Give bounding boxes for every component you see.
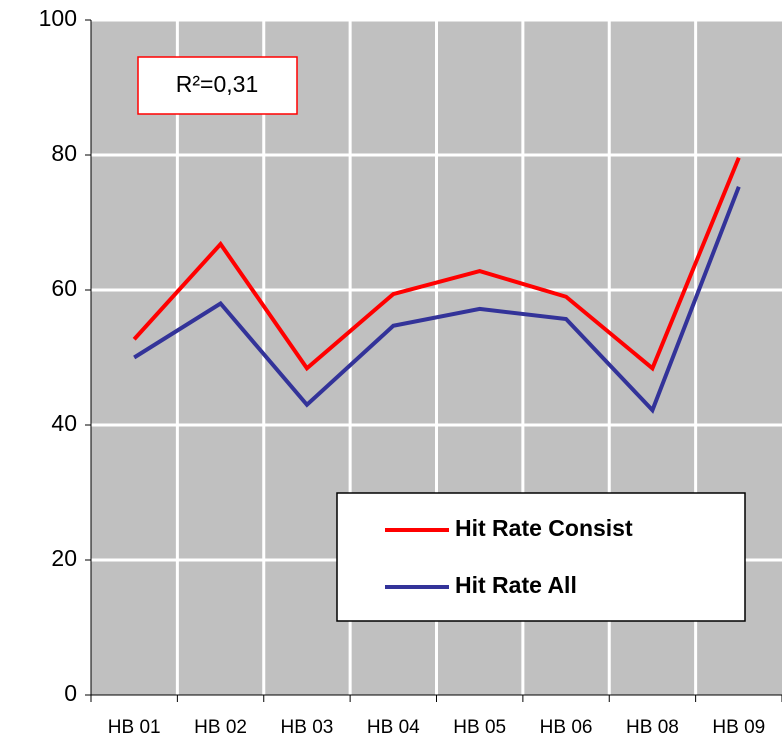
x-tick-label: HB 02 (194, 717, 247, 738)
x-tick-label: HB 05 (453, 717, 506, 738)
legend-label: Hit Rate All (455, 572, 577, 598)
y-tick-label: 80 (51, 140, 77, 166)
y-tick-label: 60 (51, 275, 77, 301)
x-tick-label: HB 01 (108, 717, 161, 738)
line-series (133, 186, 741, 414)
x-tick-label: HB 04 (367, 717, 420, 738)
line-series (132, 156, 741, 372)
x-tick-label: HB 03 (281, 717, 334, 738)
annotation-box (137, 56, 298, 115)
annotation: R²=0,31 (176, 71, 258, 97)
y-tick-label: 40 (51, 410, 77, 436)
legend-box (336, 492, 746, 622)
x-tick-label: HB 08 (626, 717, 679, 738)
x-tick-label: HB 09 (712, 717, 765, 738)
y-tick-label: 20 (51, 545, 77, 571)
y-tick-label: 100 (39, 5, 77, 31)
x-tick-label: HB 06 (540, 717, 593, 738)
legend-label: Hit Rate Consist (455, 515, 633, 541)
y-tick-label: 0 (64, 680, 77, 706)
